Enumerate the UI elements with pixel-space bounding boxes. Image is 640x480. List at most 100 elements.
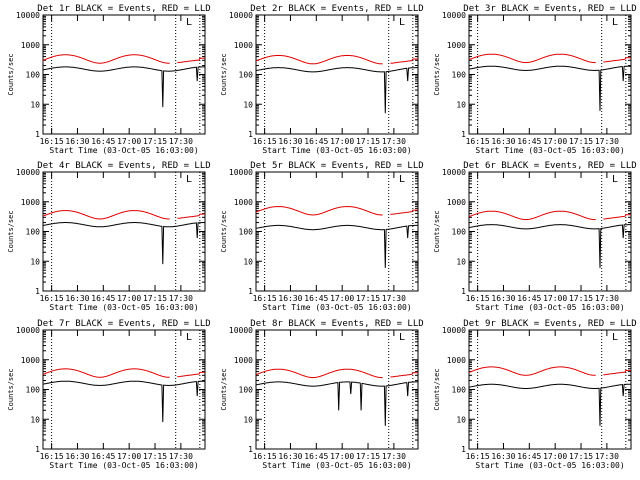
x-tick-label: 16:45 <box>91 452 115 461</box>
events-series-line <box>42 66 205 108</box>
x-tick-label: 17:00 <box>117 452 141 461</box>
y-tick-label: 1000 <box>447 198 466 207</box>
legend-marker: L <box>186 332 192 343</box>
x-tick-label: 17:15 <box>356 137 380 146</box>
y-tick-label: 10000 <box>442 168 466 177</box>
events-series-line <box>255 67 419 114</box>
x-tick-label: 16:15 <box>40 137 64 146</box>
x-tick-label: 16:15 <box>253 294 277 303</box>
x-tick-label: 16:30 <box>278 137 302 146</box>
y-tick-label: 1000 <box>447 41 466 50</box>
detector-panel: Det 1r BLACK = Events, RED = LLD 1 10 100 10… <box>7 4 211 155</box>
lld-series-line <box>255 54 418 65</box>
y-tick-label: 1000 <box>234 356 253 365</box>
x-axis-label: Start Time (03-Oct-05 16:03:00) <box>262 146 411 155</box>
panel-title: Det 8r BLACK = Events, RED = LLD <box>250 319 423 329</box>
plot-frame <box>468 171 632 292</box>
y-axis-label: Counts/sec <box>433 368 441 410</box>
y-tick-label: 10000 <box>16 11 40 20</box>
events-series-line <box>468 65 631 111</box>
x-tick-label: 17:15 <box>569 452 593 461</box>
events-series-line <box>468 224 632 268</box>
plot-frame <box>255 329 419 450</box>
x-axis-label: Start Time (03-Oct-05 16:03:00) <box>262 461 411 470</box>
lld-series-line <box>42 210 205 220</box>
y-tick-label: 10 <box>30 100 40 109</box>
x-tick-label: 16:30 <box>65 137 89 146</box>
x-tick-label: 16:30 <box>491 137 515 146</box>
events-series-line <box>255 381 418 426</box>
y-tick-label: 10 <box>243 415 253 424</box>
y-tick-label: 1 <box>461 130 466 139</box>
lld-series-line <box>468 53 631 64</box>
legend-marker: L <box>186 17 192 28</box>
x-tick-label: 16:15 <box>253 137 277 146</box>
x-axis-label: Start Time (03-Oct-05 16:03:00) <box>49 461 198 470</box>
y-tick-label: 100 <box>452 386 467 395</box>
x-tick-label: 16:30 <box>491 294 515 303</box>
detector-panel: Det 8r BLACK = Events, RED = LLD 1 10 100 10… <box>220 319 424 470</box>
x-tick-label: 17:30 <box>169 294 193 303</box>
y-tick-label: 10 <box>456 257 466 266</box>
panel-title: Det 2r BLACK = Events, RED = LLD <box>250 4 423 14</box>
y-tick-label: 10000 <box>16 168 40 177</box>
x-tick-label: 17:30 <box>382 137 406 146</box>
x-tick-label: 16:45 <box>304 452 328 461</box>
y-axis-label: Counts/sec <box>433 53 441 95</box>
x-axis-label: Start Time (03-Oct-05 16:03:00) <box>49 146 198 155</box>
x-tick-label: 16:45 <box>517 452 541 461</box>
y-tick-label: 100 <box>26 386 41 395</box>
legend-marker: L <box>399 174 405 185</box>
x-tick-label: 16:45 <box>304 294 328 303</box>
panel-title: Det 6r BLACK = Events, RED = LLD <box>463 161 636 171</box>
y-tick-label: 1 <box>35 445 40 454</box>
y-tick-label: 100 <box>239 228 254 237</box>
x-axis-label: Start Time (03-Oct-05 16:03:00) <box>475 461 624 470</box>
x-tick-label: 17:15 <box>143 137 167 146</box>
panel-title: Det 5r BLACK = Events, RED = LLD <box>250 161 423 171</box>
y-tick-label: 100 <box>452 71 467 80</box>
x-tick-label: 17:00 <box>330 452 354 461</box>
y-tick-label: 10 <box>456 415 466 424</box>
lld-series-line <box>468 366 632 376</box>
detector-panel: Det 2r BLACK = Events, RED = LLD 1 10 100 10… <box>220 4 424 155</box>
y-tick-label: 10000 <box>229 168 253 177</box>
y-tick-label: 10 <box>456 100 466 109</box>
y-axis-label: Counts/sec <box>7 368 15 410</box>
panel-title: Det 9r BLACK = Events, RED = LLD <box>463 319 636 329</box>
x-axis-label: Start Time (03-Oct-05 16:03:00) <box>475 146 624 155</box>
x-tick-label: 17:00 <box>117 137 141 146</box>
events-series-line <box>468 383 631 426</box>
y-tick-label: 10000 <box>442 11 466 20</box>
detector-panel: Det 7r BLACK = Events, RED = LLD 1 10 100 10… <box>7 319 211 470</box>
x-tick-label: 17:15 <box>569 137 593 146</box>
plot-frame <box>468 14 632 135</box>
x-axis-label: Start Time (03-Oct-05 16:03:00) <box>475 303 624 312</box>
x-tick-label: 17:00 <box>117 294 141 303</box>
events-series-line <box>255 224 418 268</box>
plot-frame <box>42 14 206 135</box>
panel-title: Det 7r BLACK = Events, RED = LLD <box>37 319 210 329</box>
y-tick-label: 10000 <box>229 326 253 335</box>
x-tick-label: 16:15 <box>466 294 490 303</box>
plot-frame <box>255 14 419 135</box>
x-tick-label: 17:00 <box>543 452 567 461</box>
y-tick-label: 1 <box>248 445 253 454</box>
plot-frame <box>42 171 206 292</box>
y-tick-label: 1000 <box>21 41 40 50</box>
x-tick-label: 16:30 <box>278 294 302 303</box>
x-axis-label: Start Time (03-Oct-05 16:03:00) <box>262 303 411 312</box>
legend-marker: L <box>399 332 405 343</box>
y-axis-label: Counts/sec <box>433 210 441 252</box>
y-tick-label: 1000 <box>234 41 253 50</box>
events-series-line <box>42 222 206 265</box>
x-tick-label: 17:15 <box>569 294 593 303</box>
y-axis-label: Counts/sec <box>220 53 228 95</box>
y-axis-label: Counts/sec <box>220 368 228 410</box>
legend-marker: L <box>399 17 405 28</box>
y-tick-label: 10000 <box>229 11 253 20</box>
x-tick-label: 17:00 <box>330 294 354 303</box>
x-axis-label: Start Time (03-Oct-05 16:03:00) <box>49 303 198 312</box>
y-tick-label: 1 <box>248 287 253 296</box>
